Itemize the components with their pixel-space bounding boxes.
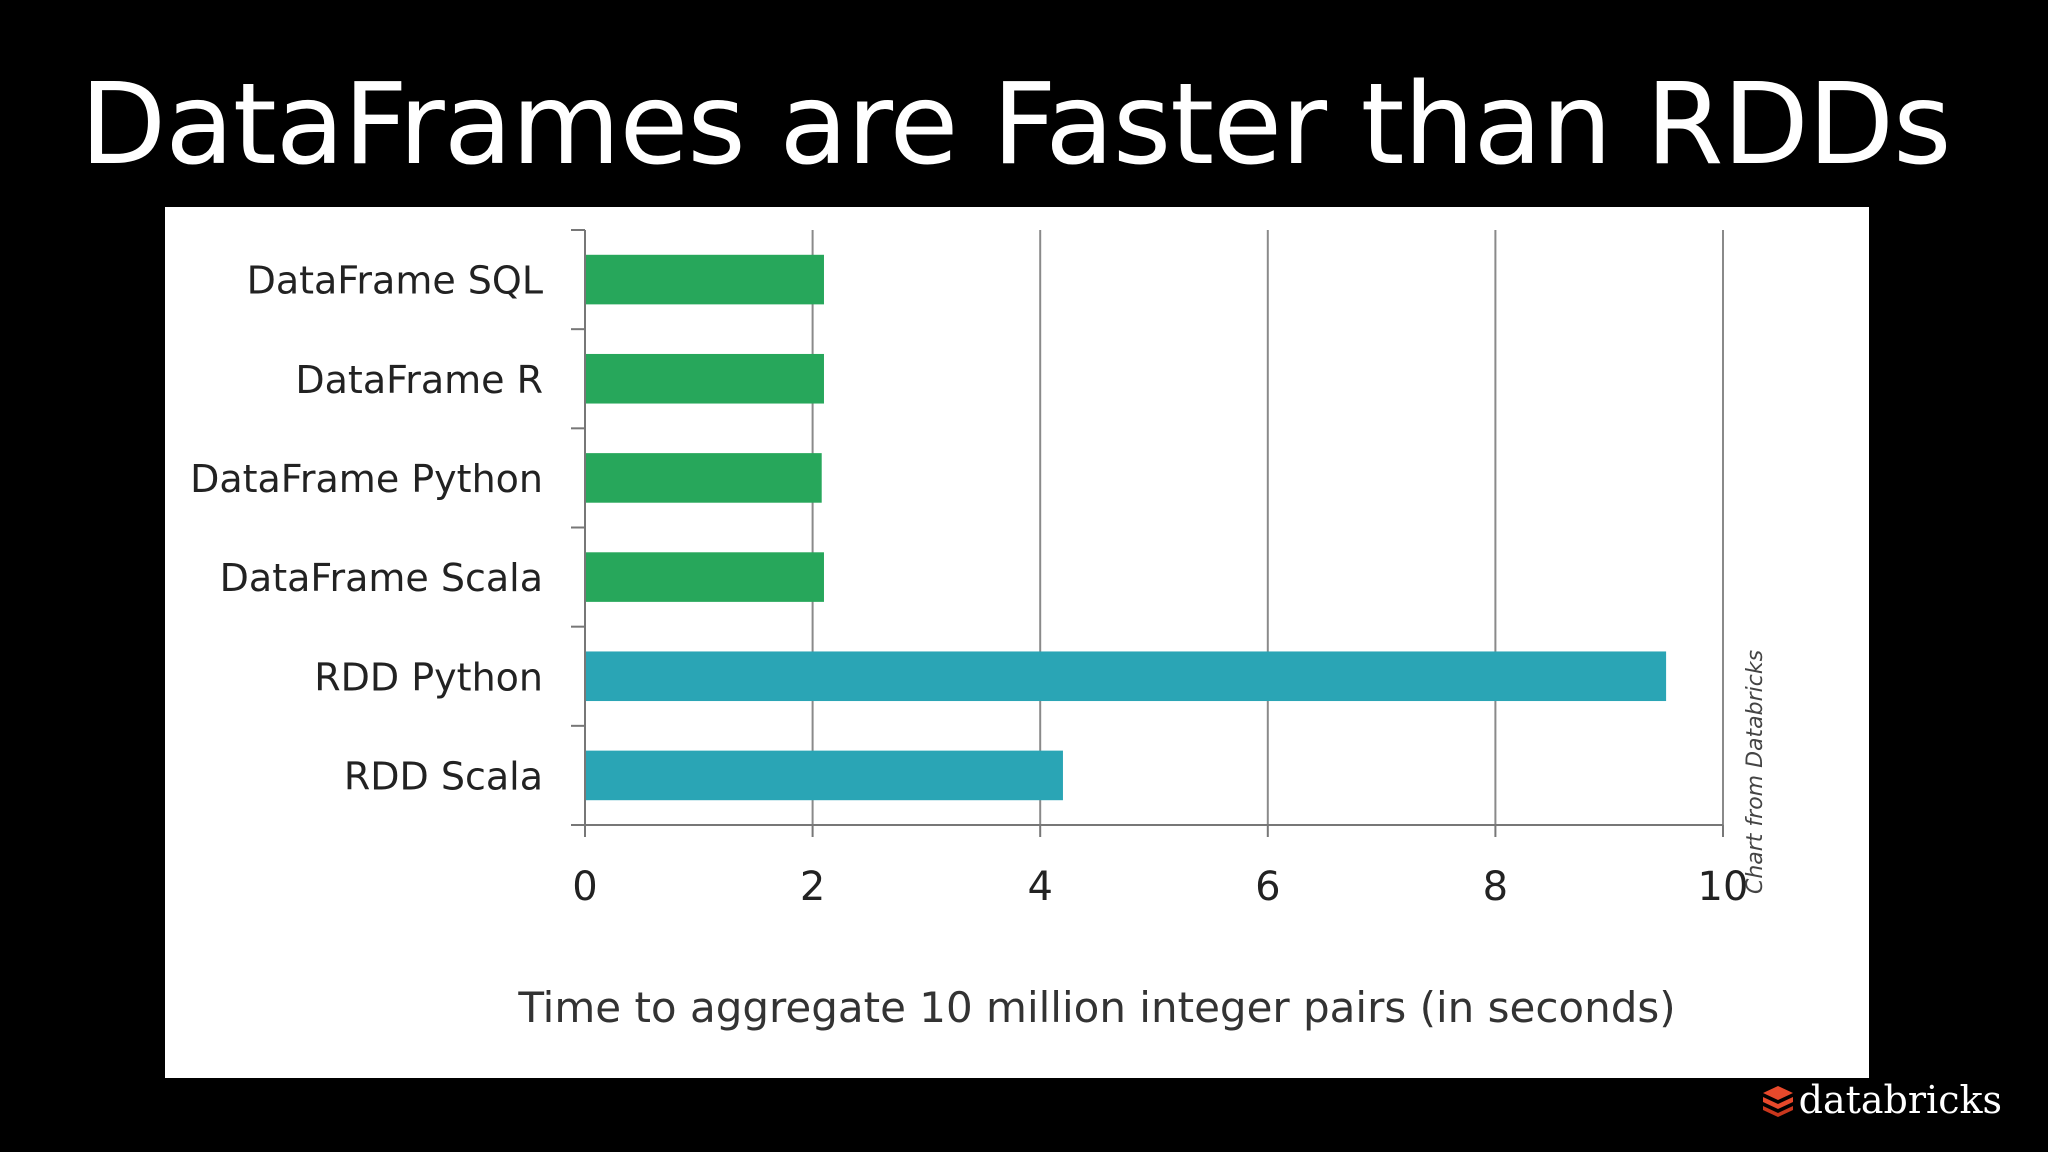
axes [571, 229, 1724, 837]
labels: 0 2 4 6 8 10 DataFrame SQL DataFrame R DataFrame… [190, 259, 1748, 910]
bar-chart: 0 2 4 6 8 10 DataFrame SQL DataFrame R DataFrame… [190, 229, 1768, 1032]
databricks-stack-icon [1762, 1086, 1793, 1117]
gridlines [811, 230, 1724, 825]
bar-rdd-python [586, 651, 1667, 702]
y-category-label: DataFrame R [295, 358, 543, 402]
bar-dataframe-scala [586, 552, 824, 602]
y-category-label: RDD Scala [344, 754, 543, 798]
x-tick-label-8: 8 [1483, 864, 1508, 910]
y-category-label: DataFrame Scala [220, 556, 543, 600]
x-tick-label-2: 2 [800, 864, 825, 910]
x-tick-label-4: 4 [1027, 864, 1052, 910]
bar-dataframe-r [586, 353, 824, 404]
y-category-label: DataFrame Python [190, 457, 543, 501]
bar-dataframe-python [586, 453, 822, 503]
x-tick-label-10: 10 [1698, 864, 1749, 910]
x-tick-label-0: 0 [572, 864, 597, 910]
bar-dataframe-sql [586, 254, 824, 305]
y-category-label: RDD Python [314, 655, 543, 699]
y-category-label: DataFrame SQL [247, 259, 543, 303]
brand-name: databricks [1798, 1078, 2002, 1122]
bars [586, 254, 1667, 801]
x-tick-label-6: 6 [1255, 864, 1280, 910]
slide-title: DataFrames are Faster than RDDs [80, 60, 1951, 190]
source-note: Chart from Databricks [1743, 650, 1768, 894]
chart-panel: 0 2 4 6 8 10 DataFrame SQL DataFrame R DataFrame… [165, 207, 1869, 1078]
x-axis-title: Time to aggregate 10 million integer pai… [517, 983, 1675, 1032]
bar-rdd-scala [586, 750, 1063, 801]
databricks-logo: databricks [1761, 1078, 2002, 1122]
